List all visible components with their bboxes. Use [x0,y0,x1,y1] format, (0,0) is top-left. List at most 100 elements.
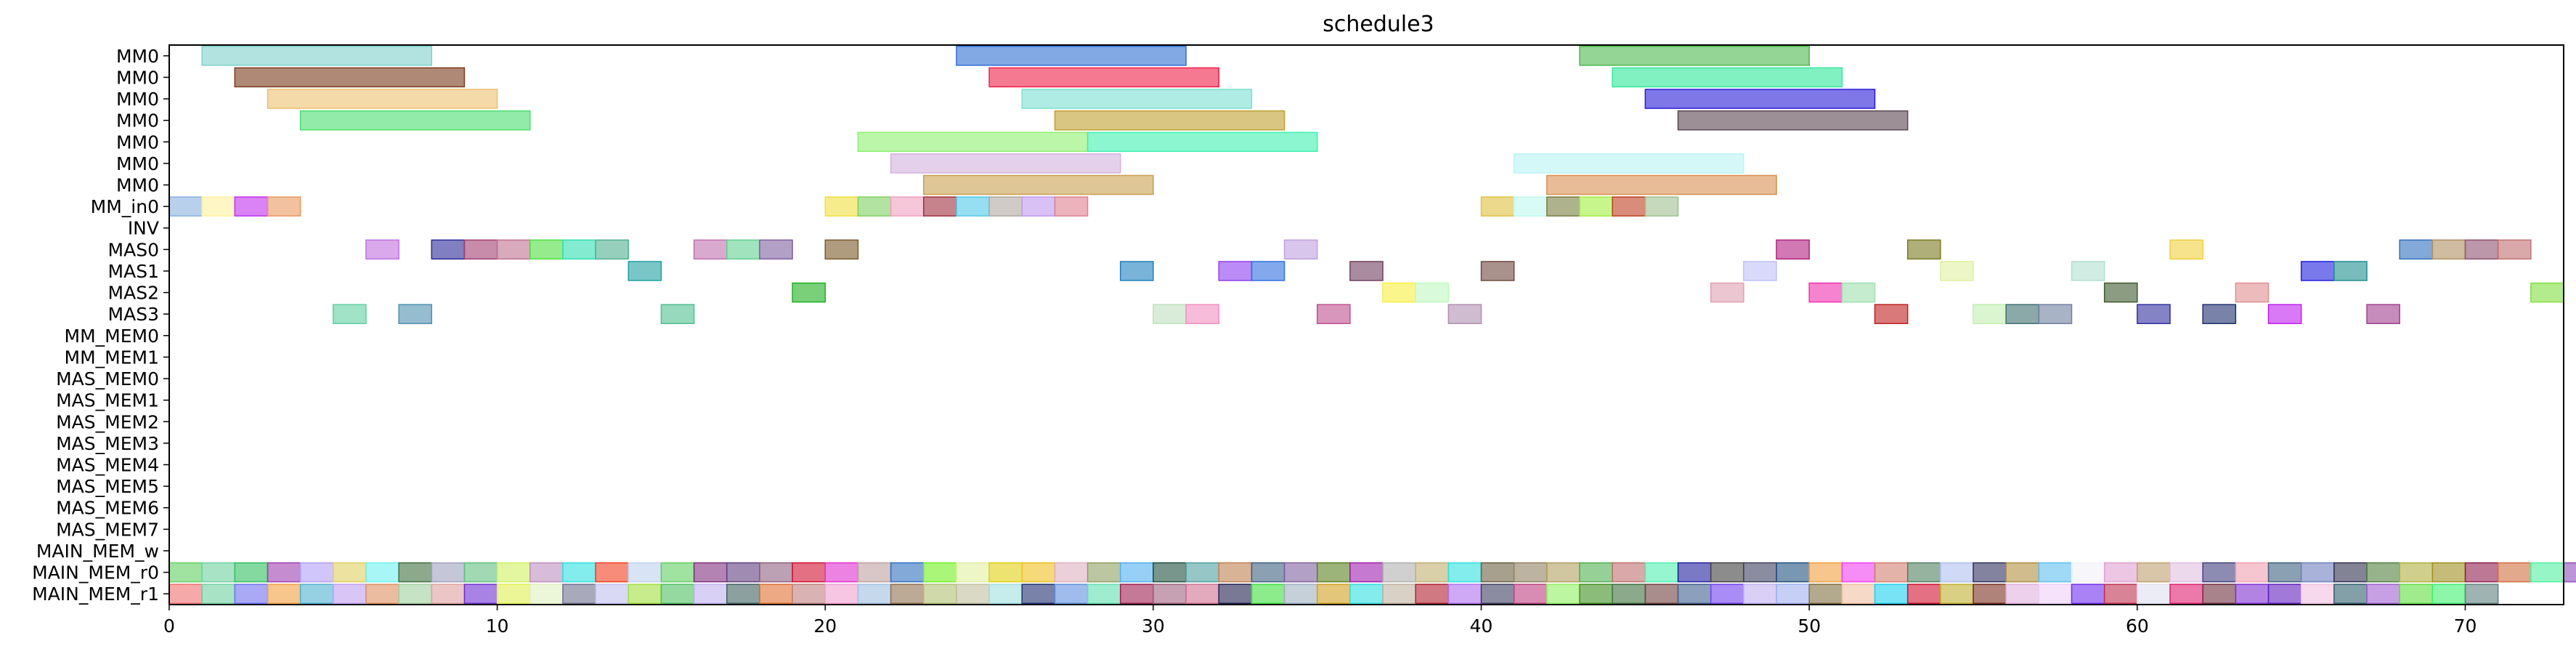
gantt-bar [1776,239,1810,260]
main-mem-r0-bar [365,562,399,583]
gantt-bar [1054,196,1089,217]
main-mem-r1-bar [1218,584,1253,604]
main-mem-r0-bar [1480,562,1515,583]
y-tick-label: MM0 [116,132,159,153]
gantt-bar [1579,46,1810,66]
main-mem-r1-bar [660,584,695,604]
main-mem-r0-bar [2399,562,2434,583]
y-tick-label: MM0 [116,175,159,196]
main-mem-r0-bar [759,562,793,583]
y-tick-label: MAIN_MEM_w [36,541,159,562]
gantt-bar [2169,239,2203,260]
main-mem-r0-bar [431,562,466,583]
main-mem-r1-bar [2038,584,2073,604]
y-tick-label: MAIN_MEM_r1 [32,584,159,605]
x-axis: 0 10 20 30 40 50 60 70 [163,605,2477,637]
gantt-bar [627,261,662,281]
y-tick-label: MAS_MEM3 [56,433,159,454]
y-axis: MM0MM0MM0MM0MM0MM0MM0MM_in0INVMAS0MAS1MA… [32,46,169,605]
main-mem-r1-bar [1644,584,1679,604]
gantt-bar [2202,304,2237,324]
plot-frame [168,44,2564,605]
gantt-bar [234,196,269,217]
x-tick-label: 70 [2454,615,2477,637]
gantt-bar [1677,110,1909,131]
gantt-bar [1546,196,1580,217]
gantt-bar [1874,304,1909,324]
main-mem-r1-bar [1841,584,1876,604]
main-mem-r1-bar [1808,584,1843,604]
main-mem-r1-bar [2333,584,2368,604]
main-mem-r1-bar [496,584,531,604]
y-tick-label: MAS_MEM1 [56,390,159,411]
gantt-bar [726,239,760,260]
gantt-bar [234,67,466,88]
gantt-bar [2300,261,2335,281]
main-mem-r0-bar [1579,562,1613,583]
main-mem-r1-bar [1874,584,1909,604]
main-mem-r0-bar [2366,562,2400,583]
gantt-bar [463,239,498,260]
gantt-bar [1054,110,1285,131]
gantt-bar [1612,196,1646,217]
main-mem-r0-bar [1054,562,1089,583]
main-mem-r0-bar [1251,562,1285,583]
main-mem-r1-bar [792,584,826,604]
gantt-bar [529,239,564,260]
gantt-bar [299,110,531,131]
gantt-bar [333,304,367,324]
gantt-bar [1021,89,1253,109]
main-mem-r1-bar [1120,584,1154,604]
main-mem-r1-bar [1972,584,2007,604]
y-tick-label: MM0 [116,153,159,174]
main-mem-r0-bar [2103,562,2138,583]
x-tick-label: 60 [2126,615,2149,637]
gantt-bar [988,67,1220,88]
gantt-bar [1513,196,1548,217]
main-mem-r0-bar [595,562,630,583]
main-mem-r0-bar [923,562,957,583]
y-tick-label: MAS2 [108,283,159,304]
main-mem-r1-bar [2169,584,2203,604]
y-tick-label: MM0 [116,67,159,88]
gantt-bar [267,196,301,217]
main-mem-r0-bar [1710,562,1744,583]
main-mem-r0-bar [1513,562,1548,583]
main-mem-r0-bar [857,562,892,583]
main-mem-r0-bar [1382,562,1416,583]
main-mem-r1-bar [1612,584,1646,604]
main-mem-r0-bar [1086,562,1121,583]
main-mem-r1-bar [2267,584,2302,604]
main-mem-r0-bar [201,562,236,583]
main-mem-r1-bar [529,584,564,604]
gantt-bar [496,239,531,260]
gantt-bar [1743,261,1777,281]
x-tick-label: 30 [1142,615,1165,637]
main-mem-r0-bar [627,562,662,583]
main-mem-r0-bar [2137,562,2171,583]
main-mem-r0-bar [2497,562,2532,583]
main-mem-r0-bar [1447,562,1482,583]
y-tick-label: MM_MEM0 [65,326,159,347]
gantt-bar [923,174,1154,195]
y-tick-label: INV [128,218,159,239]
gantt-bar [365,239,399,260]
gantt-bar [2137,304,2171,324]
main-mem-r1-bar [1349,584,1384,604]
main-mem-r0-bar [1415,562,1450,583]
main-mem-r1-bar [1677,584,1712,604]
main-mem-r1-bar [1940,584,1974,604]
main-mem-r0-bar [1972,562,2007,583]
main-mem-r0-bar [333,562,367,583]
gantt-bar [2071,261,2105,281]
main-mem-r1-bar [1480,584,1515,604]
y-tick-label: MAS_MEM0 [56,368,159,389]
gantt-bar [1579,196,1613,217]
main-mem-r0-bar [693,562,728,583]
main-mem-r0-bar [398,562,433,583]
y-tick-label: MM_in0 [91,196,159,217]
gantt-bar [2431,239,2466,260]
chart-title: schedule3 [1322,12,1434,37]
main-mem-r1-bar [2202,584,2237,604]
main-mem-r1-bar [333,584,367,604]
